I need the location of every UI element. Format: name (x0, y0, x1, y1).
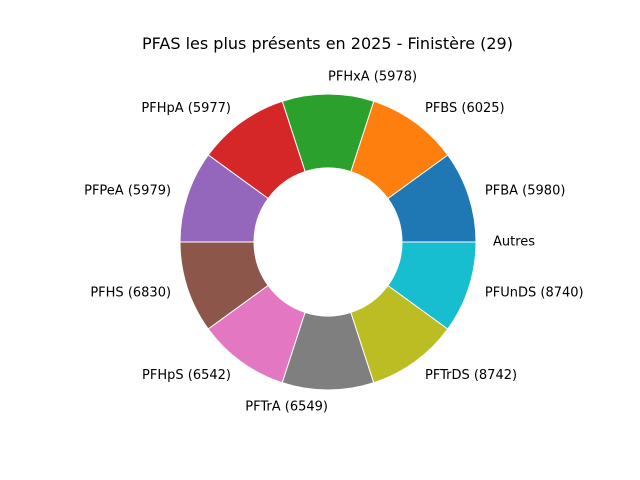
label-pfhps: PFHpS (6542) (142, 368, 231, 383)
slices-group (179, 93, 477, 391)
labels-group: PFBA (5980) PFBS (6025) PFHxA (5978) PFHpA … (84, 70, 584, 415)
label-pfhpa: PFHpA (5977) (141, 101, 231, 116)
label-pfbs: PFBS (6025) (425, 101, 505, 116)
label-pftrds: PFTrDS (8742) (425, 368, 517, 383)
label-pfhxa: PFHxA (5978) (328, 70, 417, 85)
label-pfba: PFBA (5980) (485, 184, 566, 199)
label-autres: Autres (493, 235, 535, 250)
label-pfunds: PFUnDS (8740) (485, 285, 584, 300)
slice-pfunds (387, 241, 477, 330)
label-pfhs: PFHS (6830) (90, 285, 171, 300)
label-pfpea: PFPeA (5979) (84, 184, 171, 199)
chart-title: PFAS les plus présents en 2025 - Finistè… (142, 34, 513, 53)
label-pftra: PFTrA (6549) (245, 400, 328, 415)
